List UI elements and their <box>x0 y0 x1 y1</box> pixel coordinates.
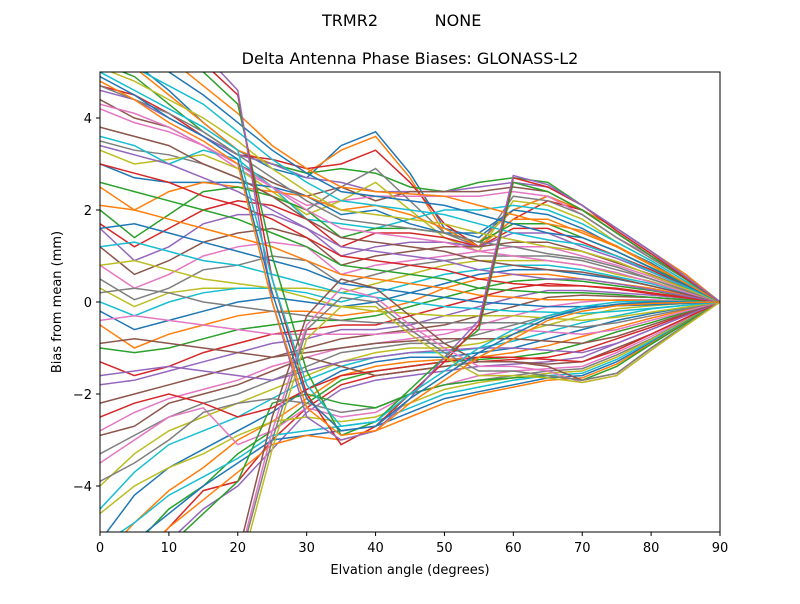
y-axis-label: Bias from mean (mm) <box>50 231 65 373</box>
series-line <box>100 75 720 432</box>
series-line <box>100 301 720 437</box>
series-line <box>100 259 720 322</box>
chart-title: Delta Antenna Phase Biases: GLONASS-L2 <box>242 49 579 68</box>
series-line <box>100 204 720 303</box>
x-tick-label: 30 <box>298 541 315 556</box>
y-tick-label: 0 <box>84 296 92 311</box>
y-tick-label: −4 <box>73 480 92 495</box>
series-line <box>100 72 720 427</box>
series-line <box>100 213 720 303</box>
series-line <box>100 181 720 303</box>
series-line <box>184 72 720 303</box>
x-tick-label: 10 <box>161 541 178 556</box>
x-tick-label: 70 <box>574 541 591 556</box>
series-line <box>141 72 720 303</box>
series-line <box>167 72 720 303</box>
y-tick-label: 2 <box>84 204 92 219</box>
series-line <box>100 181 720 303</box>
series-line <box>100 301 720 418</box>
x-axis: 0 10 20 30 40 50 60 70 80 90 <box>96 532 728 556</box>
series-line <box>162 301 720 532</box>
series-line <box>100 85 720 303</box>
x-axis-label: Elvation angle (degrees) <box>330 563 489 578</box>
series-line <box>100 163 720 303</box>
x-tick-label: 40 <box>367 541 384 556</box>
series-line <box>100 241 720 303</box>
series-line <box>249 301 720 532</box>
series-line <box>100 80 720 437</box>
series-layer <box>100 72 720 532</box>
y-tick-label: −2 <box>73 388 92 403</box>
x-tick-label: 50 <box>436 541 453 556</box>
x-tick-label: 20 <box>230 541 247 556</box>
y-axis: −4 −2 0 2 4 <box>73 112 100 495</box>
series-line <box>100 103 720 303</box>
series-line <box>100 144 720 303</box>
series-line <box>109 72 720 303</box>
series-line <box>100 301 720 335</box>
series-line <box>202 72 720 437</box>
series-line <box>144 301 720 532</box>
x-tick-label: 0 <box>96 541 104 556</box>
series-line <box>100 126 720 303</box>
series-line <box>100 301 720 358</box>
y-tick-label: 4 <box>84 112 92 127</box>
series-line <box>119 301 720 532</box>
series-line <box>100 287 720 329</box>
series-line <box>246 296 720 532</box>
x-tick-label: 90 <box>712 541 729 556</box>
series-line <box>105 301 720 532</box>
series-line <box>100 301 720 381</box>
x-tick-label: 80 <box>643 541 660 556</box>
series-line <box>100 301 720 487</box>
suptitle-left: TRMR2 <box>321 11 378 30</box>
series-line <box>100 278 720 354</box>
x-tick-label: 60 <box>505 541 522 556</box>
suptitle-right: NONE <box>435 11 482 30</box>
series-line <box>124 301 720 532</box>
series-line <box>100 241 720 315</box>
